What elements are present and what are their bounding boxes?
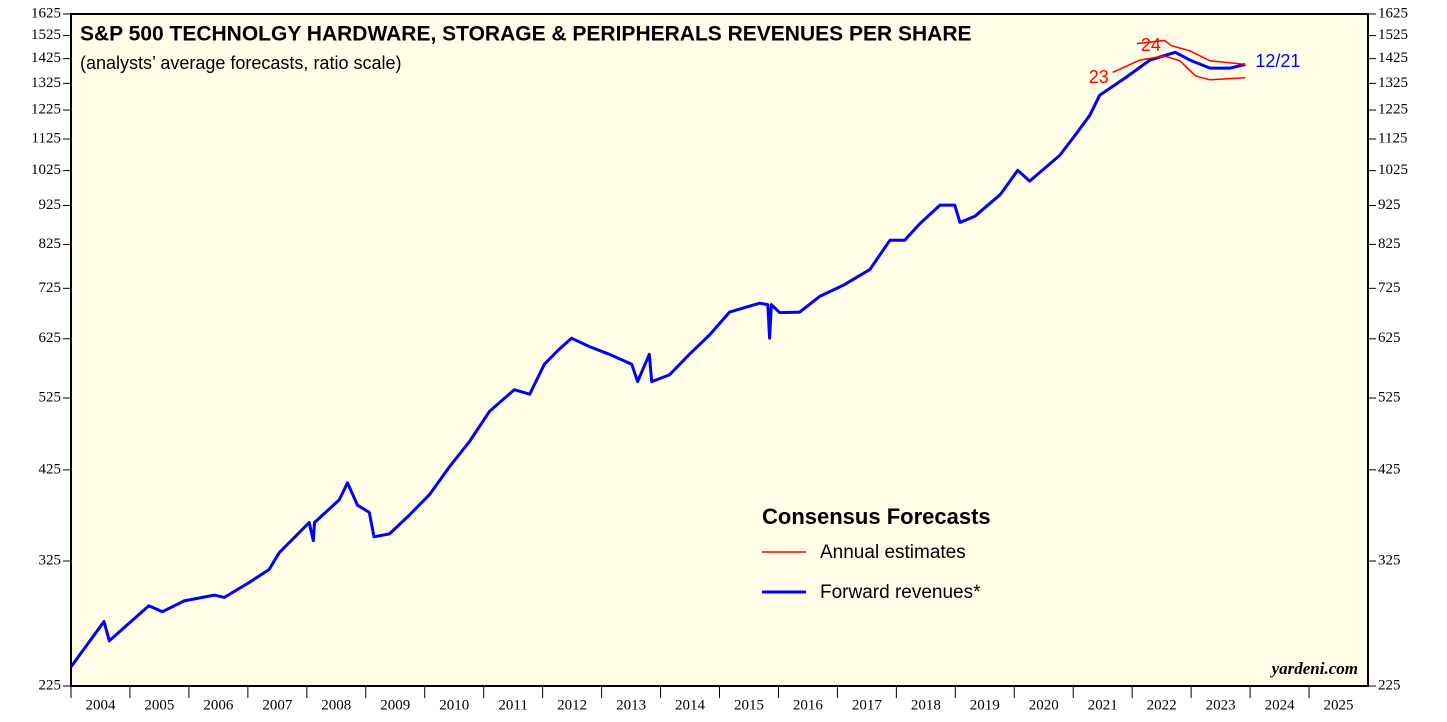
x-tick-label: 2022	[1147, 697, 1177, 713]
series-label: 24	[1141, 35, 1161, 55]
y-tick-label: 725	[1378, 280, 1401, 296]
y-tick-label: 925	[1378, 197, 1401, 213]
x-tick-label: 2016	[793, 697, 824, 713]
line	[1112, 55, 1246, 81]
x-tick-label: 2008	[321, 697, 351, 713]
series-label: 12/21	[1255, 51, 1300, 71]
y-tick-label: 1525	[1378, 27, 1408, 43]
x-tick-label: 2010	[439, 697, 469, 713]
credit: yardeni.com	[1270, 659, 1358, 678]
y-tick-label: 1225	[31, 101, 61, 117]
x-tick-label: 2013	[616, 697, 646, 713]
y-tick-label: 1325	[31, 75, 61, 91]
chart-subtitle: (analysts’ average forecasts, ratio scal…	[80, 53, 401, 73]
line	[69, 50, 1246, 668]
x-tick-label: 2004	[85, 697, 116, 713]
x-tick-label: 2006	[203, 697, 234, 713]
x-tick-label: 2007	[262, 697, 293, 713]
y-tick-label: 425	[39, 461, 62, 477]
series-label: 23	[1089, 67, 1109, 87]
y-tick-label: 1625	[31, 5, 61, 21]
y-tick-label: 525	[39, 389, 62, 405]
y-tick-label: 925	[39, 197, 62, 213]
line	[1136, 39, 1246, 66]
x-tick-label: 2019	[970, 697, 1000, 713]
y-tick-label: 1225	[1378, 101, 1408, 117]
x-tick-label: 2024	[1265, 697, 1296, 713]
y-tick-label: 525	[1378, 389, 1401, 405]
y-tick-label: 1325	[1378, 75, 1408, 91]
y-tick-label: 325	[39, 552, 62, 568]
y-tick-label: 1125	[1378, 130, 1407, 146]
x-tick-label: 2023	[1206, 697, 1236, 713]
y-tick-label: 1025	[1378, 162, 1408, 178]
y-tick-label: 1625	[1378, 5, 1408, 21]
plot-area	[70, 13, 1369, 687]
x-tick-label: 2021	[1088, 697, 1118, 713]
chart-title: S&P 500 TECHNOLGY HARDWARE, STORAGE & PE…	[80, 23, 972, 46]
legend-label: Annual estimates	[820, 542, 966, 563]
y-tick-label: 1425	[31, 50, 61, 66]
y-tick-label: 825	[39, 236, 62, 252]
y-tick-label: 825	[1378, 236, 1401, 252]
x-tick-label: 2014	[675, 697, 706, 713]
y-tick-label: 625	[1378, 330, 1401, 346]
y-tick-label: 225	[1378, 677, 1401, 693]
x-tick-label: 2011	[498, 697, 527, 713]
y-tick-label: 1525	[31, 27, 61, 43]
legend-title: Consensus Forecasts	[762, 504, 991, 529]
legend-label: Forward revenues*	[820, 582, 981, 603]
x-tick-label: 2015	[734, 697, 764, 713]
y-tick-label: 725	[39, 280, 62, 296]
x-tick-label: 2020	[1029, 697, 1059, 713]
y-tick-label: 425	[1378, 461, 1401, 477]
y-tick-label: 1125	[32, 130, 61, 146]
y-tick-label: 625	[39, 330, 62, 346]
x-tick-label: 2017	[852, 697, 883, 713]
x-tick-label: 2025	[1324, 697, 1354, 713]
x-tick-label: 2012	[557, 697, 587, 713]
x-tick-label: 2005	[144, 697, 174, 713]
x-tick-label: 2018	[911, 697, 941, 713]
y-tick-label: 1025	[31, 162, 61, 178]
y-tick-label: 1425	[1378, 50, 1408, 66]
x-tick-label: 2009	[380, 697, 410, 713]
y-tick-label: 225	[39, 677, 62, 693]
y-tick-label: 325	[1378, 552, 1401, 568]
